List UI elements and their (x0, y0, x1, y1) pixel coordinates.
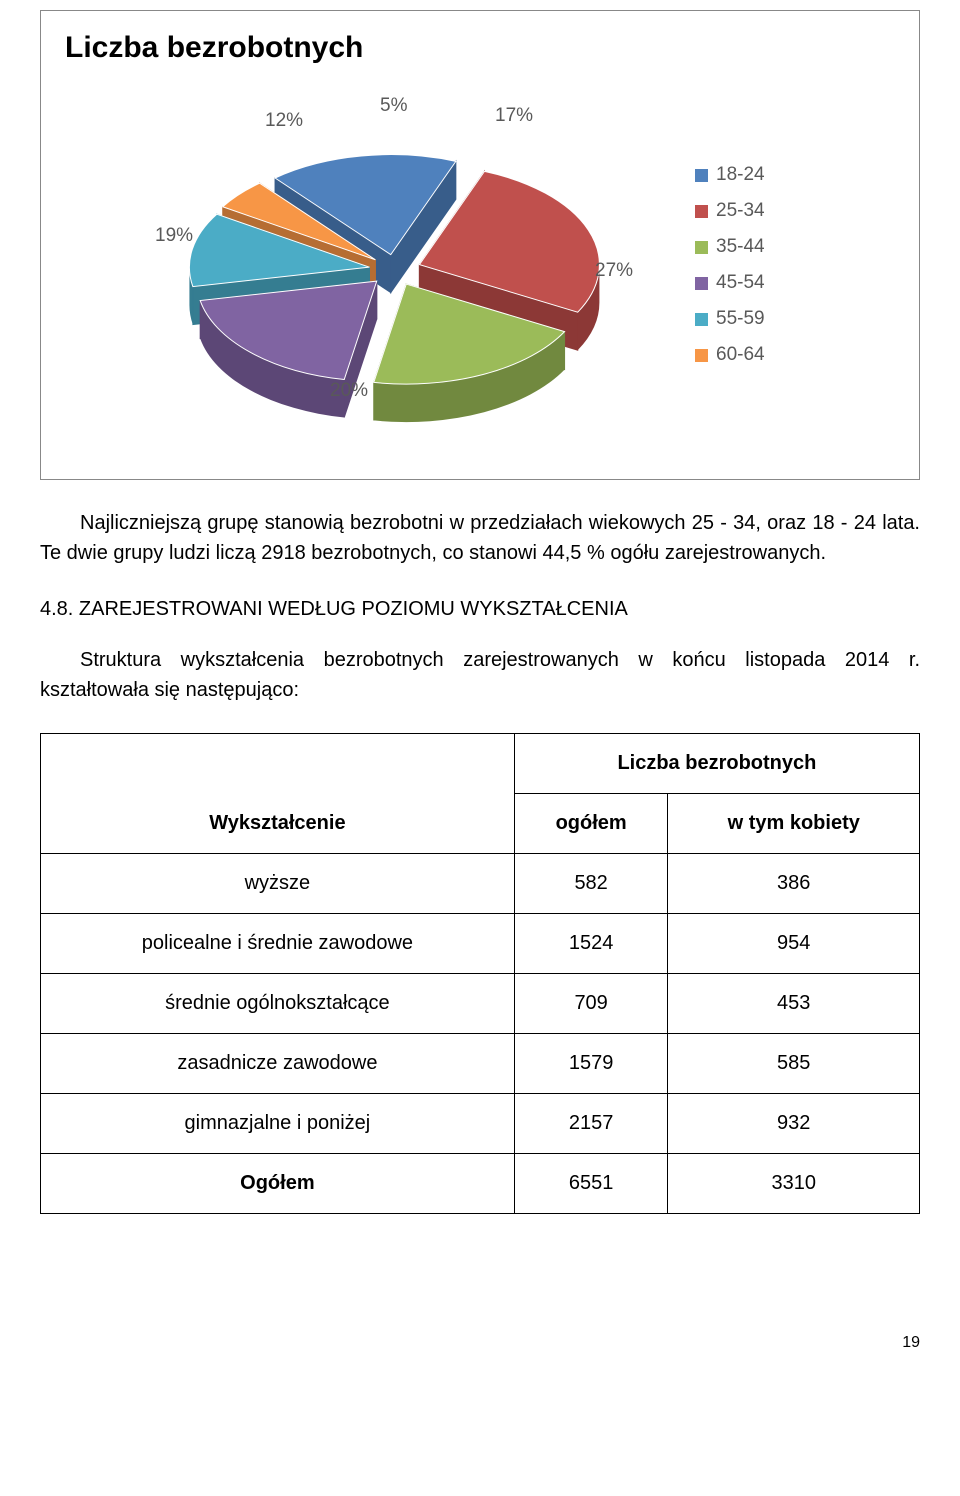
legend-item: 60-64 (695, 344, 765, 366)
cell-women: 3310 (668, 1154, 920, 1214)
legend-label: 60-64 (716, 344, 765, 366)
table-row: wyższe582386 (41, 854, 920, 914)
legend-swatch (695, 169, 708, 182)
th-group-header: Liczba bezrobotnych (514, 734, 919, 794)
legend-swatch (695, 241, 708, 254)
page-number: 19 (40, 1334, 920, 1352)
legend-item: 25-34 (695, 200, 765, 222)
legend-label: 18-24 (716, 164, 765, 186)
table-row: policealne i średnie zawodowe1524954 (41, 914, 920, 974)
row-label: średnie ogólnokształcące (41, 974, 515, 1034)
cell-total: 1524 (514, 914, 668, 974)
pie-label-20: 20% (330, 380, 368, 402)
legend-label: 35-44 (716, 236, 765, 258)
cell-women: 954 (668, 914, 920, 974)
legend-item: 45-54 (695, 272, 765, 294)
pie-label-17: 17% (495, 105, 533, 127)
pie-label-19: 19% (155, 225, 193, 247)
legend-swatch (695, 277, 708, 290)
row-label: wyższe (41, 854, 515, 914)
cell-total: 2157 (514, 1094, 668, 1154)
paragraph-demographics: Najliczniejszą grupę stanowią bezrobotni… (40, 508, 920, 568)
cell-women: 386 (668, 854, 920, 914)
cell-total: 582 (514, 854, 668, 914)
table-row: Ogółem65513310 (41, 1154, 920, 1214)
legend: 18-24 25-34 35-44 45-54 55-59 60-64 (695, 150, 765, 380)
pie-svg (65, 75, 685, 455)
chart-title: Liczba bezrobotnych (65, 31, 895, 65)
legend-item: 55-59 (695, 308, 765, 330)
table-row: zasadnicze zawodowe1579585 (41, 1034, 920, 1094)
table-row: gimnazjalne i poniżej2157932 (41, 1094, 920, 1154)
legend-item: 18-24 (695, 164, 765, 186)
education-table: Wykształcenie Liczba bezrobotnych ogółem… (40, 733, 920, 1214)
legend-swatch (695, 349, 708, 362)
row-label: Ogółem (41, 1154, 515, 1214)
section-heading: 4.8. ZAREJESTROWANI WEDŁUG POZIOMU WYKSZ… (40, 598, 920, 621)
cell-total: 1579 (514, 1034, 668, 1094)
legend-label: 55-59 (716, 308, 765, 330)
pie-label-5: 5% (380, 95, 407, 117)
row-label: policealne i średnie zawodowe (41, 914, 515, 974)
pie-label-27: 27% (595, 260, 633, 282)
table-intro: Struktura wykształcenia bezrobotnych zar… (40, 645, 920, 705)
legend-item: 35-44 (695, 236, 765, 258)
th-col1: ogółem (514, 794, 668, 854)
th-col2: w tym kobiety (668, 794, 920, 854)
legend-label: 45-54 (716, 272, 765, 294)
chart-frame: Liczba bezrobotnych 17% 27% 20% 19% 12% … (40, 10, 920, 480)
cell-total: 709 (514, 974, 668, 1034)
legend-swatch (695, 313, 708, 326)
cell-women: 585 (668, 1034, 920, 1094)
pie-chart: 17% 27% 20% 19% 12% 5% (65, 75, 685, 455)
cell-total: 6551 (514, 1154, 668, 1214)
legend-label: 25-34 (716, 200, 765, 222)
row-label: gimnazjalne i poniżej (41, 1094, 515, 1154)
pie-label-12: 12% (265, 110, 303, 132)
th-row-header: Wykształcenie (41, 734, 515, 854)
chart-body: 17% 27% 20% 19% 12% 5% 18-24 25-34 35-44 45… (65, 75, 895, 455)
cell-women: 453 (668, 974, 920, 1034)
cell-women: 932 (668, 1094, 920, 1154)
table-row: średnie ogólnokształcące709453 (41, 974, 920, 1034)
table-body: wyższe582386policealne i średnie zawodow… (41, 854, 920, 1214)
legend-swatch (695, 205, 708, 218)
row-label: zasadnicze zawodowe (41, 1034, 515, 1094)
